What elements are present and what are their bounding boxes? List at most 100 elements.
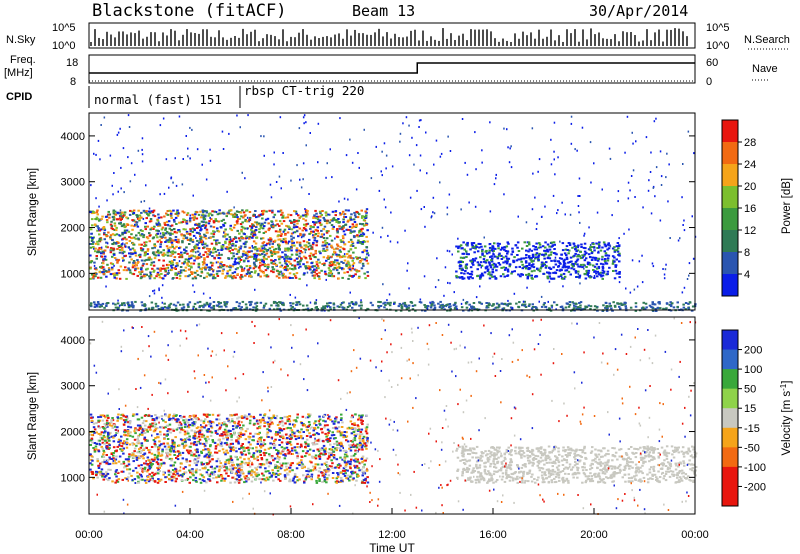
data-cell	[175, 223, 178, 225]
data-cell	[321, 447, 324, 450]
data-cell	[495, 265, 499, 268]
data-cell	[136, 217, 140, 220]
data-cell	[252, 452, 256, 455]
data-cell	[650, 151, 652, 154]
data-cell	[89, 211, 92, 214]
data-cell	[308, 423, 311, 426]
data-cell	[334, 264, 337, 267]
data-cell	[236, 463, 239, 466]
data-cell	[525, 273, 528, 276]
data-cell	[229, 227, 232, 230]
data-cell	[520, 260, 523, 263]
data-cell	[128, 213, 132, 216]
data-cell	[203, 236, 206, 239]
data-cell	[496, 256, 499, 259]
data-cell	[458, 267, 462, 270]
data-cell	[347, 255, 351, 258]
data-cell	[341, 235, 345, 238]
data-cell	[608, 266, 611, 269]
data-cell	[587, 304, 590, 307]
data-cell	[310, 271, 313, 274]
data-cell	[642, 301, 645, 304]
data-cell	[131, 247, 135, 250]
data-cell	[362, 215, 365, 218]
data-cell	[207, 222, 211, 225]
data-cell	[360, 216, 364, 219]
data-cell	[295, 467, 299, 470]
data-cell	[460, 306, 464, 309]
data-cell	[311, 243, 315, 246]
data-cell	[344, 464, 348, 467]
data-cell	[651, 301, 654, 304]
data-cell	[644, 302, 648, 305]
data-cell	[506, 260, 509, 263]
data-cell	[177, 241, 180, 244]
data-cell	[538, 243, 542, 246]
data-cell	[116, 259, 119, 262]
data-cell	[158, 289, 160, 292]
data-cell	[248, 437, 251, 440]
data-cell	[97, 139, 100, 142]
data-cell	[589, 249, 592, 252]
data-cell	[443, 294, 445, 297]
data-cell	[182, 158, 184, 160]
data-cell	[117, 438, 121, 441]
data-cell	[552, 271, 555, 274]
data-cell	[305, 438, 309, 441]
data-cell	[433, 304, 436, 307]
data-cell	[552, 266, 555, 269]
data-cell	[115, 277, 118, 280]
data-cell	[157, 216, 161, 219]
data-cell	[260, 245, 264, 248]
freq-frame	[88, 54, 696, 84]
data-cell	[358, 435, 362, 438]
data-cell	[218, 241, 221, 244]
data-cell	[589, 256, 592, 258]
data-cell	[113, 264, 115, 267]
data-cell	[164, 227, 168, 230]
data-cell	[295, 212, 298, 215]
data-cell	[117, 245, 121, 247]
data-cell	[318, 221, 322, 224]
colorbar-tick-label: 28	[744, 137, 756, 149]
data-cell	[230, 229, 234, 232]
data-cell	[131, 210, 134, 213]
data-cell	[589, 141, 592, 144]
data-cell	[415, 144, 418, 147]
data-cell	[265, 458, 269, 461]
data-cell	[137, 455, 140, 458]
data-cell	[187, 305, 190, 308]
data-cell	[339, 449, 342, 452]
data-cell	[217, 257, 220, 259]
data-cell	[142, 274, 146, 277]
data-cell	[166, 251, 169, 254]
data-cell	[313, 274, 317, 277]
data-cell	[304, 244, 308, 247]
data-cell	[473, 246, 476, 249]
data-cell	[317, 275, 321, 278]
data-cell	[498, 252, 501, 255]
data-cell	[248, 301, 251, 304]
data-cell	[153, 225, 156, 228]
data-cell	[345, 431, 348, 434]
data-cell	[284, 275, 287, 278]
data-cell	[170, 241, 174, 244]
data-cell	[504, 250, 508, 252]
data-cell	[113, 253, 116, 256]
data-cell	[285, 269, 287, 272]
data-cell	[199, 210, 202, 213]
data-cell	[512, 261, 515, 264]
data-cell	[359, 233, 363, 236]
data-cell	[359, 241, 362, 244]
data-cell	[212, 248, 215, 251]
data-cell	[300, 186, 303, 189]
data-cell	[305, 475, 309, 478]
data-cell	[129, 180, 132, 183]
data-cell	[213, 276, 217, 279]
data-cell	[337, 421, 340, 424]
data-cell	[205, 211, 209, 214]
data-cell	[115, 218, 119, 221]
data-cell	[124, 254, 127, 257]
data-cell	[252, 224, 255, 227]
data-cell	[607, 247, 611, 250]
